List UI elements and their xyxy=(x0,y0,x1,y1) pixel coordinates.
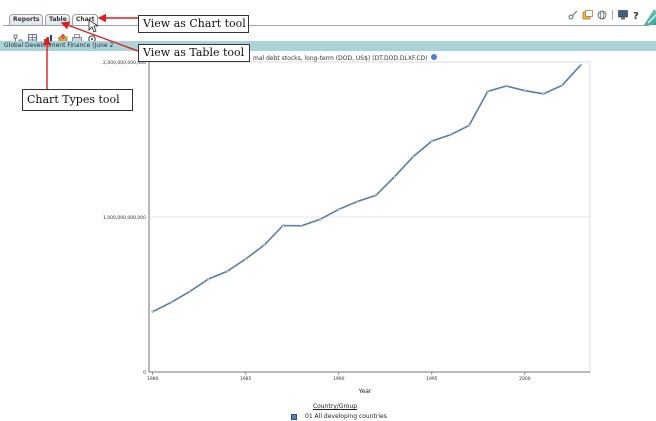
data-point[interactable] xyxy=(449,133,452,137)
data-point[interactable] xyxy=(430,139,434,143)
x-tick-label: 1990 xyxy=(333,376,345,382)
data-point[interactable] xyxy=(263,243,266,247)
tab-table[interactable]: Table xyxy=(45,14,70,25)
data-point[interactable] xyxy=(188,290,192,293)
svg-text:?: ? xyxy=(633,11,639,20)
tab-reports[interactable]: Reports xyxy=(9,14,43,25)
x-axis-label: Year xyxy=(358,388,372,395)
data-point[interactable] xyxy=(393,175,396,178)
callout-table-tool: View as Table tool xyxy=(138,44,250,62)
data-point[interactable] xyxy=(244,257,248,261)
copy-icon[interactable] xyxy=(582,10,594,20)
data-point[interactable] xyxy=(467,124,471,127)
data-point[interactable] xyxy=(504,84,508,88)
data-point[interactable] xyxy=(374,193,378,197)
y-tick-label: 1,000,000,000,000 xyxy=(103,215,146,221)
x-tick-label: 2000 xyxy=(519,376,531,382)
data-point[interactable] xyxy=(411,155,415,158)
tab-chart-label: Chart xyxy=(76,16,95,23)
data-point[interactable] xyxy=(170,300,173,304)
y-tick-label: 2,000,000,000,000 xyxy=(103,60,146,66)
legend-item[interactable]: 01 All developing countries xyxy=(291,413,387,420)
x-tick-label: 1980 xyxy=(147,376,159,382)
data-point[interactable] xyxy=(560,83,564,87)
tab-reports-label: Reports xyxy=(13,16,40,23)
dataset-banner xyxy=(0,41,656,51)
x-tick-label: 1995 xyxy=(426,376,438,382)
y-tick-label: 0 xyxy=(143,370,146,376)
data-point[interactable] xyxy=(542,92,545,96)
data-point[interactable] xyxy=(579,63,582,67)
series-line xyxy=(152,64,582,313)
monitor-icon[interactable] xyxy=(618,10,628,20)
toolbar-divider xyxy=(612,10,613,20)
legend-title: Country/Group xyxy=(312,403,358,410)
x-tick-label: 1985 xyxy=(240,376,252,382)
data-point[interactable] xyxy=(225,269,229,273)
data-point[interactable] xyxy=(486,90,489,93)
dataset-banner-text: Global Development Finance (June 2 xyxy=(4,42,114,49)
tab-strip-rule xyxy=(3,25,649,26)
tab-table-label: Table xyxy=(49,16,67,23)
data-point[interactable] xyxy=(151,310,155,313)
help-icon[interactable]: ? xyxy=(632,10,640,20)
callout-chart-tool: View as Chart tool xyxy=(138,15,249,33)
legend-swatch xyxy=(291,413,297,420)
top-right-toolbar: ? xyxy=(568,8,656,25)
data-point[interactable] xyxy=(356,200,359,203)
logo-icon xyxy=(644,9,656,25)
data-point[interactable] xyxy=(207,277,210,281)
globe-icon[interactable] xyxy=(597,10,607,20)
data-point[interactable] xyxy=(523,89,527,92)
chart-title: mal debt stocks, long-term (DOD, US$) (D… xyxy=(253,54,438,62)
callout-chart-types-tool: Chart Types tool xyxy=(22,89,133,111)
key-icon[interactable] xyxy=(568,10,578,20)
info-icon[interactable] xyxy=(431,54,438,60)
chart-title-text: mal debt stocks, long-term (DOD, US$) (D… xyxy=(253,55,428,62)
data-point[interactable] xyxy=(281,224,285,227)
data-point[interactable] xyxy=(318,218,322,221)
data-point[interactable] xyxy=(300,224,303,228)
data-point[interactable] xyxy=(337,207,341,211)
legend-label: 01 All developing countries xyxy=(305,413,387,420)
